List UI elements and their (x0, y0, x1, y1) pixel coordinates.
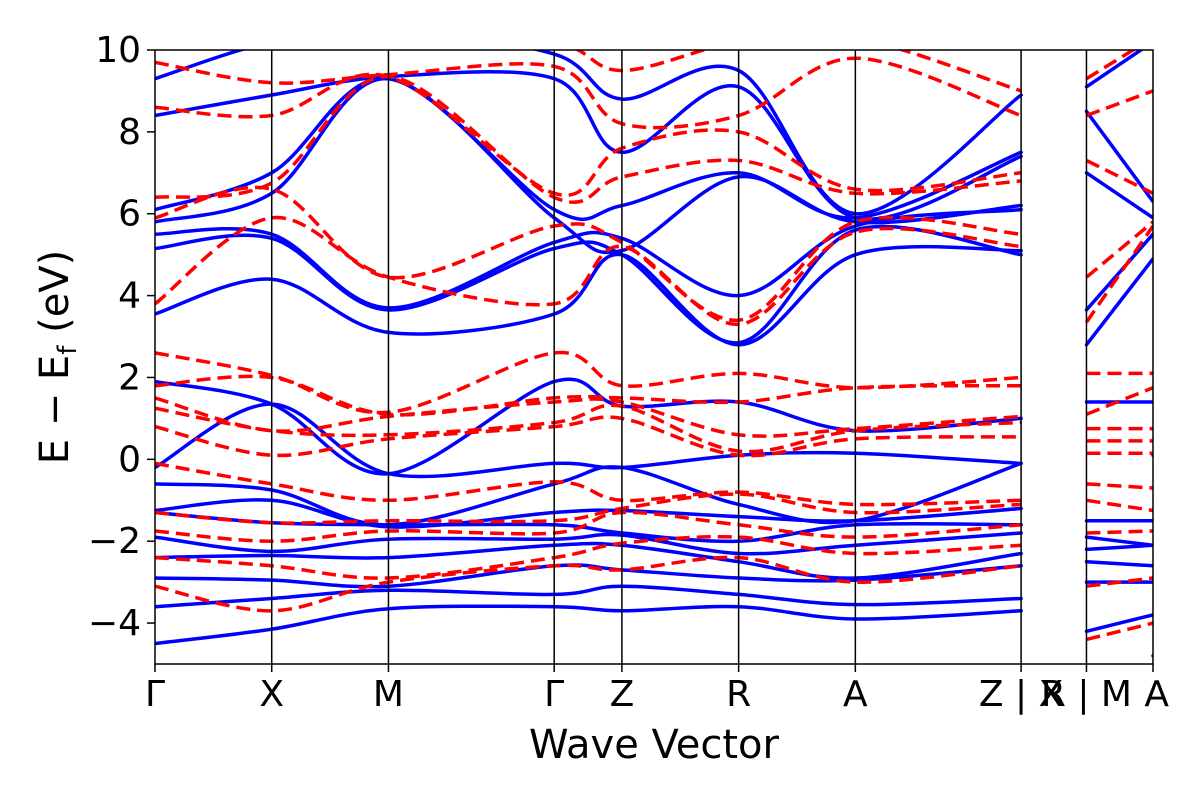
kpoint-label: X (259, 674, 284, 715)
band-line (1085, 386, 1153, 416)
band-line (155, 541, 1023, 580)
band-line (1084, 613, 1153, 634)
band-line (1084, 535, 1153, 548)
band-line (155, 244, 1023, 347)
band-line (155, 415, 1022, 458)
band-line (155, 185, 1022, 322)
band-line (155, 604, 1023, 646)
x-axis-label: Wave Vector (529, 722, 780, 768)
kpoint-label: Z | X (979, 674, 1063, 715)
band-line (1084, 543, 1153, 552)
y-axis-ticks: −4 −2 0 2 4 6 8 10 (88, 30, 155, 644)
kpoint-label: M (373, 674, 404, 715)
band-line (155, 224, 1023, 345)
band-line (1085, 50, 1137, 81)
band-line (1084, 232, 1153, 312)
band-line (1086, 576, 1153, 588)
band-line (1084, 171, 1153, 220)
band-line (155, 72, 1022, 197)
y-tick-label: −2 (88, 521, 141, 562)
band-line (1086, 482, 1153, 490)
band-line (155, 74, 1022, 204)
y-tick-label: 6 (118, 194, 141, 235)
y-tick-label: 4 (118, 276, 141, 317)
band-line (1084, 109, 1153, 204)
band-line (155, 207, 1023, 310)
band-line (1085, 89, 1153, 118)
y-axis-label-subscript: f (53, 345, 83, 355)
y-axis-label-unit: (eV) (32, 250, 78, 346)
band-line (1084, 559, 1153, 568)
band-line (1086, 529, 1153, 535)
series-layer (155, 50, 1153, 658)
band-line (155, 555, 1022, 613)
y-axis-label-main: E − E (32, 355, 78, 465)
band-line (155, 69, 1023, 221)
band-line (155, 461, 1022, 507)
band-line (155, 396, 1022, 438)
kpoint-label: R (726, 674, 751, 715)
band-line (1085, 225, 1153, 324)
plot-frame (154, 49, 1154, 665)
y-tick-label: 0 (118, 439, 141, 480)
kpoint-label: Γ (145, 674, 165, 715)
band-line (1086, 498, 1153, 513)
band-line (574, 50, 1022, 93)
y-axis-label: E − Ef (eV) (32, 250, 83, 465)
band-line (1084, 50, 1145, 89)
kpoint-label: Z (610, 674, 635, 715)
band-line (1085, 220, 1153, 279)
kpoint-label: A (843, 674, 868, 715)
band-line (1085, 158, 1153, 195)
y-tick-label: 10 (95, 30, 141, 71)
kpoint-lines (270, 50, 1088, 664)
band-line (155, 402, 1023, 479)
x-axis-ticks: Γ X M Γ Z R A Z | XR | M A (145, 664, 1169, 715)
kpoint-label: A (1144, 674, 1169, 715)
band-line (155, 50, 1023, 216)
series-blue-solid (155, 50, 1153, 658)
band-line (155, 76, 1023, 221)
band-line (155, 584, 1023, 609)
y-tick-label: −4 (88, 603, 141, 644)
band-line (1084, 257, 1153, 347)
kpoint-label: R | M (1041, 674, 1132, 715)
band-line (1086, 621, 1153, 642)
y-tick-label: 2 (118, 357, 141, 398)
kpoint-label: Γ (544, 674, 564, 715)
y-tick-label: 8 (118, 112, 141, 153)
band-line (155, 215, 1022, 327)
band-line (155, 350, 1022, 415)
